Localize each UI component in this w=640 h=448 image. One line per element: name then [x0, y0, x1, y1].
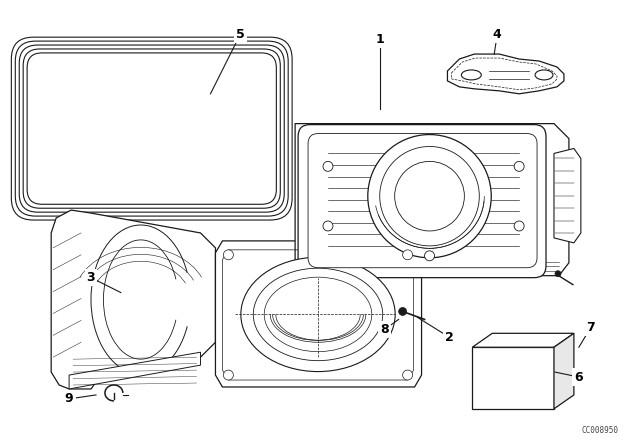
Text: 3: 3 — [86, 271, 95, 284]
Text: 5: 5 — [236, 28, 244, 41]
Ellipse shape — [535, 70, 553, 80]
FancyBboxPatch shape — [298, 125, 546, 278]
Polygon shape — [472, 333, 574, 347]
Text: 2: 2 — [445, 331, 454, 344]
Circle shape — [395, 161, 465, 231]
Ellipse shape — [253, 268, 383, 361]
Circle shape — [403, 370, 413, 380]
Circle shape — [514, 221, 524, 231]
Circle shape — [424, 251, 435, 261]
Ellipse shape — [461, 70, 481, 80]
Circle shape — [323, 161, 333, 171]
Text: CC008950: CC008950 — [582, 426, 619, 435]
Ellipse shape — [264, 277, 372, 352]
Circle shape — [555, 271, 561, 277]
Circle shape — [368, 134, 492, 258]
Circle shape — [223, 370, 234, 380]
Circle shape — [223, 250, 234, 260]
Polygon shape — [554, 333, 574, 409]
Circle shape — [399, 307, 406, 315]
FancyBboxPatch shape — [308, 134, 537, 268]
Polygon shape — [554, 148, 581, 243]
Circle shape — [380, 146, 479, 246]
Bar — [472, 347, 554, 409]
FancyBboxPatch shape — [12, 37, 292, 220]
Text: 8: 8 — [380, 323, 389, 336]
Circle shape — [403, 250, 413, 260]
Text: 1: 1 — [376, 33, 384, 46]
Circle shape — [514, 161, 524, 171]
Text: 7: 7 — [586, 321, 595, 334]
Polygon shape — [216, 241, 422, 387]
Polygon shape — [51, 210, 216, 389]
Polygon shape — [447, 54, 564, 94]
Circle shape — [323, 221, 333, 231]
Text: 4: 4 — [493, 28, 502, 41]
Text: 9: 9 — [65, 392, 74, 405]
Text: 6: 6 — [575, 370, 583, 383]
Ellipse shape — [241, 257, 395, 371]
Polygon shape — [69, 352, 200, 389]
Polygon shape — [295, 124, 569, 276]
